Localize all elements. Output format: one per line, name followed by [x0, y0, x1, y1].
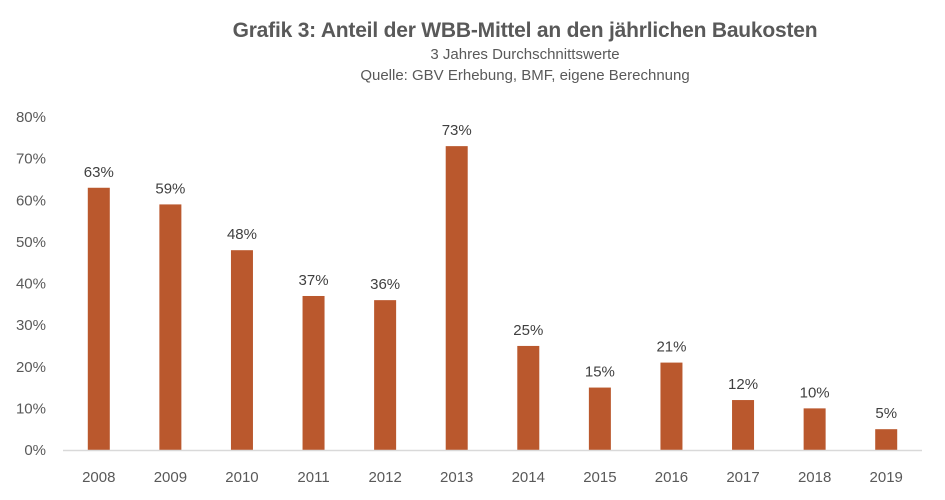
bar-2015: [588, 387, 611, 450]
data-label: 37%: [299, 272, 329, 289]
y-tick-label: 80%: [16, 109, 46, 126]
x-tick-label: 2010: [225, 469, 258, 486]
y-tick-label: 50%: [16, 234, 46, 251]
x-tick-label: 2018: [798, 469, 831, 486]
data-label: 10%: [800, 384, 830, 401]
bar-2009: [159, 204, 182, 450]
y-tick-label: 60%: [16, 192, 46, 209]
chart-title: Grafik 3: Anteil der WBB-Mittel an den j…: [232, 19, 818, 42]
x-tick-label: 2008: [82, 469, 115, 486]
y-tick-label: 40%: [16, 276, 46, 293]
data-label: 48%: [227, 226, 257, 243]
x-tick-label: 2009: [154, 469, 187, 486]
x-tick-label: 2017: [726, 469, 759, 486]
y-tick-label: 70%: [16, 151, 46, 168]
data-labels: 63% 59% 48% 37% 36% 73% 25% 15% 21% 12% 10% 5%: [84, 122, 897, 422]
bar-2016: [660, 362, 683, 450]
chart-source: Quelle: GBV Erhebung, BMF, eigene Berech…: [360, 67, 690, 84]
bar-2017: [732, 400, 755, 450]
x-tick-label: 2014: [512, 469, 545, 486]
bar-2019: [875, 429, 898, 450]
y-tick-label: 0%: [24, 442, 46, 459]
bar-2013: [445, 146, 468, 450]
chart-subtitle: 3 Jahres Durchschnittswerte: [430, 46, 620, 63]
data-label: 73%: [442, 122, 472, 139]
bar-2012: [374, 300, 397, 450]
data-label: 59%: [155, 180, 185, 197]
y-tick-label: 20%: [16, 359, 46, 376]
bar-2018: [803, 408, 826, 450]
y-tick-label: 10%: [16, 400, 46, 417]
bar-2011: [302, 295, 325, 450]
x-tick-label: 2012: [368, 469, 401, 486]
y-axis: 0% 10% 20% 30% 40% 50% 60% 70% 80%: [16, 109, 46, 459]
bar-2014: [517, 345, 540, 450]
x-tick-label: 2011: [297, 469, 329, 486]
bar-2010: [230, 250, 253, 450]
y-tick-label: 30%: [16, 317, 46, 334]
x-tick-label: 2013: [440, 469, 473, 486]
x-tick-label: 2016: [655, 469, 688, 486]
data-label: 21%: [656, 339, 686, 356]
chart-header: Grafik 3: Anteil der WBB-Mittel an den j…: [200, 0, 850, 86]
x-tick-label: 2019: [870, 469, 903, 486]
data-label: 12%: [728, 376, 758, 393]
data-label: 36%: [370, 276, 400, 293]
bar-2008: [87, 187, 110, 450]
data-label: 25%: [513, 322, 543, 339]
x-axis: 2008 2009 2010 2011 2012 2013 2014 2015 2016 2017…: [82, 469, 903, 486]
data-label: 5%: [875, 405, 897, 422]
data-label: 63%: [84, 164, 114, 181]
data-label: 15%: [585, 364, 615, 381]
x-tick-label: 2015: [583, 469, 616, 486]
bars: [87, 146, 898, 450]
